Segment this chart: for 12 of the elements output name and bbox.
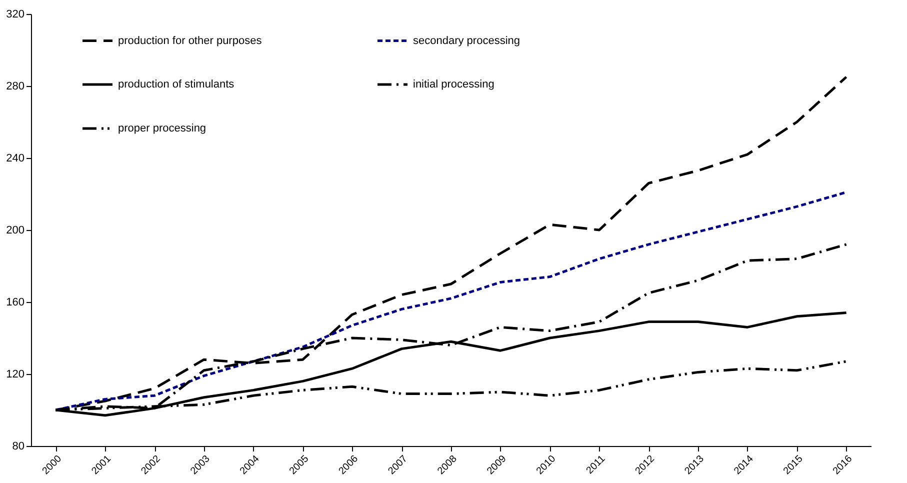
legend-label: initial processing xyxy=(413,78,494,90)
y-tick-label: 280 xyxy=(6,80,24,92)
legend-label: proper processing xyxy=(118,122,206,134)
legend-label: production for other purposes xyxy=(118,34,262,47)
legend-label: secondary processing xyxy=(413,34,520,47)
y-tick-label: 120 xyxy=(6,368,24,380)
y-tick-label: 320 xyxy=(6,8,24,20)
y-tick-label: 240 xyxy=(6,152,24,164)
legend-label: production of stimulants xyxy=(118,78,235,90)
y-tick-label: 80 xyxy=(12,440,24,452)
y-tick-label: 160 xyxy=(6,296,24,308)
y-tick-label: 200 xyxy=(6,224,24,236)
